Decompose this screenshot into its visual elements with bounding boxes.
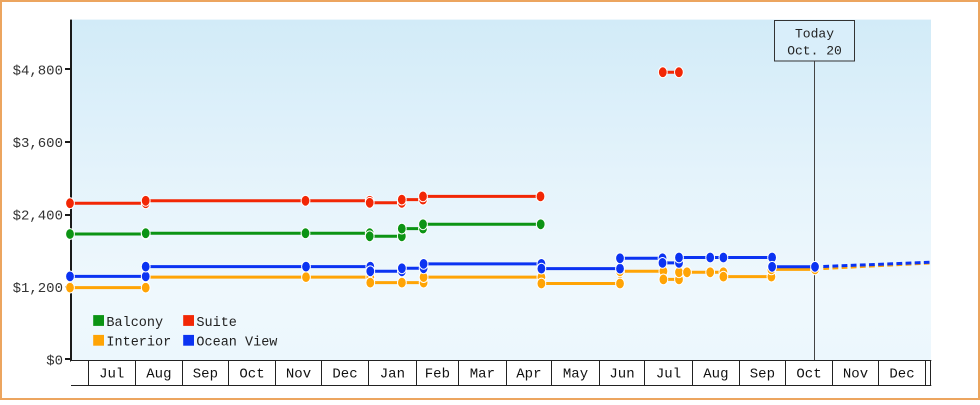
svg-text:May: May bbox=[563, 367, 588, 383]
svg-text:Aug: Aug bbox=[146, 367, 171, 383]
svg-text:Apr: Apr bbox=[516, 367, 541, 383]
svg-text:Nov: Nov bbox=[843, 367, 868, 383]
svg-text:Jul: Jul bbox=[656, 367, 681, 383]
svg-text:Dec: Dec bbox=[889, 367, 914, 383]
svg-text:Nov: Nov bbox=[286, 367, 311, 383]
svg-text:Dec: Dec bbox=[332, 367, 357, 383]
svg-text:$2,400: $2,400 bbox=[13, 209, 63, 225]
svg-text:Ocean View: Ocean View bbox=[196, 336, 277, 351]
svg-text:Jun: Jun bbox=[609, 367, 634, 383]
svg-text:Aug: Aug bbox=[703, 367, 728, 383]
svg-text:Sep: Sep bbox=[750, 367, 775, 383]
svg-text:Feb: Feb bbox=[425, 367, 450, 383]
svg-text:Jan: Jan bbox=[380, 367, 405, 383]
svg-text:Today: Today bbox=[795, 27, 834, 42]
svg-text:$0: $0 bbox=[46, 354, 63, 370]
svg-text:$1,200: $1,200 bbox=[13, 281, 63, 297]
svg-text:$4,800: $4,800 bbox=[13, 64, 63, 80]
svg-text:Sep: Sep bbox=[193, 367, 218, 383]
svg-text:Jul: Jul bbox=[99, 367, 124, 383]
svg-text:$3,600: $3,600 bbox=[13, 136, 63, 152]
svg-text:Oct: Oct bbox=[239, 367, 264, 383]
svg-text:Interior: Interior bbox=[106, 336, 171, 351]
svg-text:Mar: Mar bbox=[470, 367, 495, 383]
svg-text:Balcony: Balcony bbox=[106, 316, 163, 331]
svg-text:Oct: Oct bbox=[796, 367, 821, 383]
svg-text:Suite: Suite bbox=[196, 316, 237, 331]
svg-text:Oct. 20: Oct. 20 bbox=[787, 44, 842, 59]
